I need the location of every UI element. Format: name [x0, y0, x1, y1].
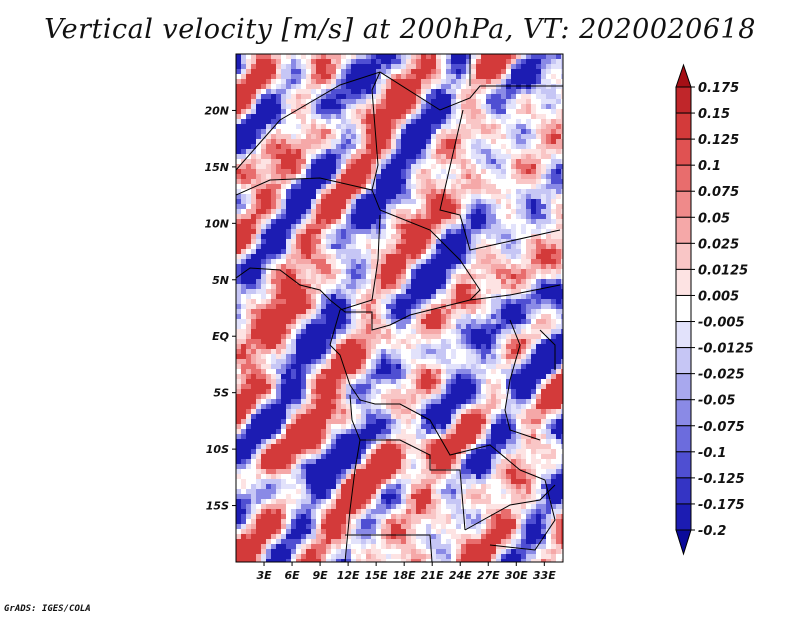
colorbar-swatch	[675, 425, 692, 453]
lon-tick-label: 30E	[505, 569, 528, 582]
colorbar-swatch	[675, 242, 692, 270]
lat-tick-label: 15N	[204, 161, 229, 174]
map-frame	[235, 53, 564, 563]
border-line	[489, 469, 556, 551]
border-line	[236, 177, 373, 196]
colorbar-label: -0.1	[698, 446, 726, 461]
colorbar-swatch	[675, 268, 692, 296]
colorbar-arrow-bottom	[675, 529, 692, 556]
lat-tick-label: 10N	[204, 217, 229, 230]
colorbar-label: 0.175	[698, 81, 739, 96]
colorbar-label: 0.075	[698, 185, 739, 200]
colorbar-label: 0.05	[698, 211, 730, 226]
longitude-axis: 3E 6E 9E 12E 15E 18E 21E 24E 27E 30E 33E	[256, 562, 556, 582]
lon-tick-label: 6E	[284, 569, 300, 582]
colorbar-swatch	[675, 347, 692, 375]
colorbar-swatch	[675, 164, 692, 192]
border-line	[329, 284, 561, 331]
colorbar-swatch	[675, 321, 692, 349]
colorbar-label: -0.2	[698, 524, 726, 539]
border-line	[329, 214, 381, 346]
colorbar-swatch	[675, 294, 692, 323]
lon-tick-label: 33E	[533, 569, 556, 582]
colorbar-label: 0.1	[698, 159, 721, 174]
border-line	[360, 439, 466, 531]
colorbar-label: -0.125	[698, 472, 745, 487]
colorbar-label: 0.125	[698, 133, 739, 148]
lon-tick-label: 21E	[421, 569, 444, 582]
lat-tick-label: 20N	[204, 104, 229, 117]
lat-tick-label: 15S	[206, 500, 229, 513]
grads-credit: GrADS: IGES/COLA	[4, 604, 91, 614]
border-line	[236, 267, 331, 301]
colorbar-swatch	[675, 399, 692, 427]
colorbar-swatch	[675, 190, 692, 218]
lat-tick-label: EQ	[212, 330, 229, 343]
border-line	[464, 484, 556, 531]
lat-tick-label: 10S	[206, 443, 229, 456]
border-line	[345, 534, 433, 562]
border-line	[439, 109, 561, 251]
map-title: Vertical velocity [m/s] at 200hPa, VT: 2…	[44, 14, 756, 45]
lon-tick-label: 9E	[312, 569, 328, 582]
border-line	[539, 329, 556, 370]
colorbar-label: 0.025	[698, 237, 739, 252]
lat-tick-label: 5N	[212, 274, 229, 287]
lon-tick-label: 12E	[337, 569, 360, 582]
colorbar-label: -0.005	[698, 316, 745, 331]
border-line	[344, 394, 361, 562]
country-borders	[236, 54, 563, 562]
border-line	[379, 209, 481, 301]
colorbar-swatch	[675, 477, 692, 505]
lon-tick-label: 24E	[449, 569, 472, 582]
colorbar-swatch	[675, 112, 692, 140]
border-line	[329, 344, 521, 471]
colorbar-swatch	[675, 216, 692, 244]
colorbar-label: -0.0125	[698, 342, 754, 357]
colorbar-label: -0.175	[698, 498, 745, 513]
latitude-axis: 20N 15N 10N 5N EQ 5S 10S 15S	[204, 104, 236, 513]
colorbar-label: 0.15	[698, 107, 730, 122]
colorbar-swatch	[675, 503, 692, 531]
colorbar-label: 0.0125	[698, 263, 748, 278]
lon-tick-label: 27E	[477, 569, 500, 582]
border-line	[371, 71, 381, 211]
border-line	[504, 319, 541, 441]
border-line	[236, 71, 563, 171]
colorbar-swatch	[675, 451, 692, 479]
colorbar-label: -0.025	[698, 368, 745, 383]
colorbar-arrow-top	[675, 63, 692, 88]
lat-tick-label: 5S	[213, 387, 229, 400]
colorbar-label: 0.005	[698, 289, 739, 304]
velocity-field	[236, 54, 563, 562]
colorbar-label: -0.05	[698, 394, 735, 409]
colorbar-swatch	[675, 86, 692, 114]
colorbar-swatch	[675, 138, 692, 166]
lon-tick-label: 15E	[365, 569, 388, 582]
colorbar-swatch	[675, 373, 692, 401]
colorbar: 0.175 0.15 0.125 0.1 0.075 0.05 0.025 0.0125 0.0…	[675, 63, 754, 556]
lon-tick-label: 3E	[256, 569, 272, 582]
colorbar-label: -0.075	[698, 420, 745, 435]
lon-tick-label: 18E	[393, 569, 416, 582]
